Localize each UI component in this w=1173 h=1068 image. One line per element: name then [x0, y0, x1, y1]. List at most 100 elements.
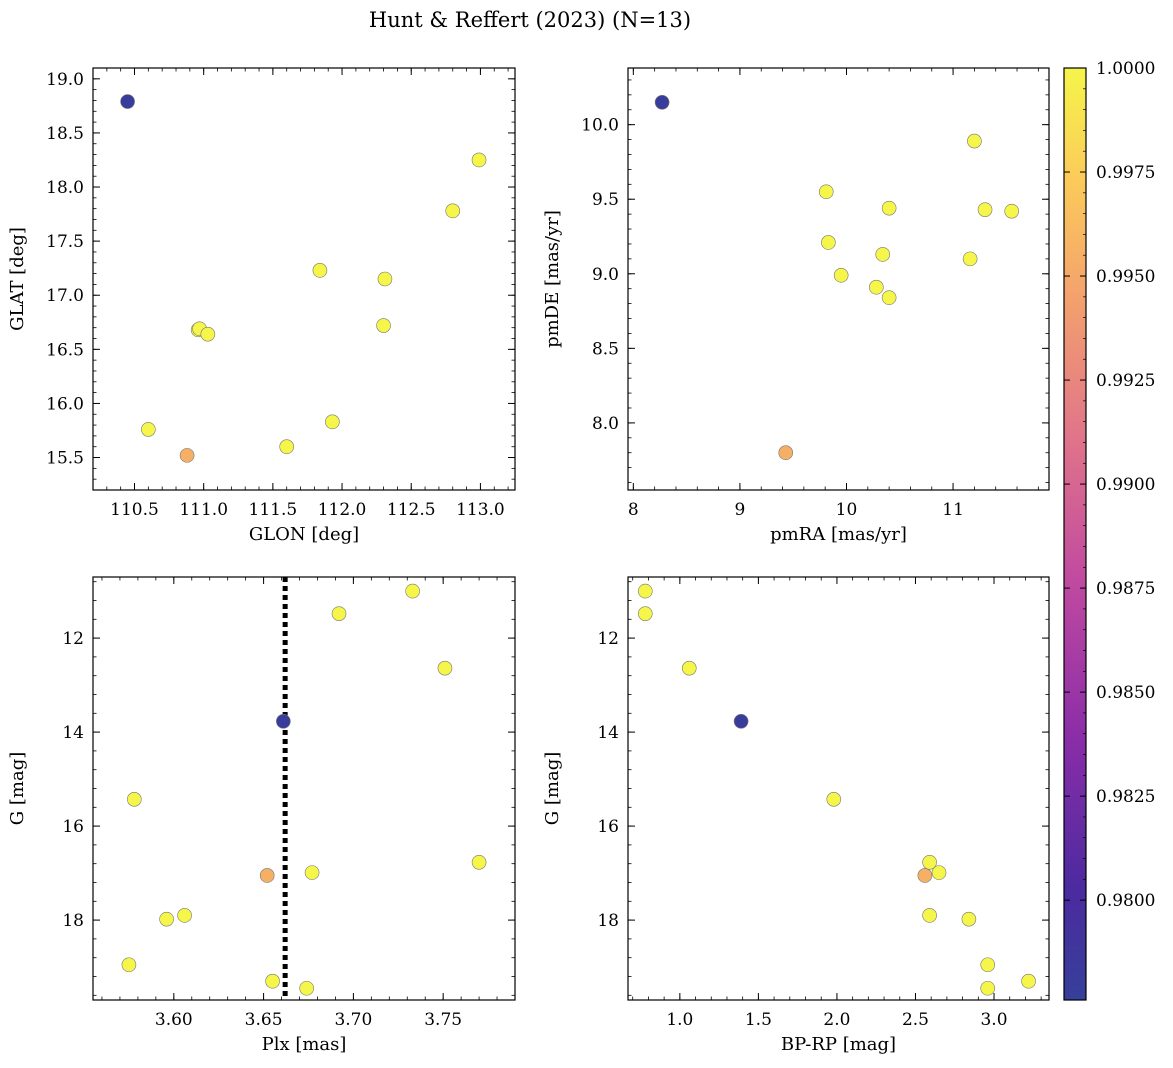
- data-point: [1021, 973, 1036, 989]
- y-tick-label: 14: [62, 723, 84, 743]
- y-tick-label: 17.0: [46, 286, 84, 306]
- data-point: [637, 606, 653, 621]
- x-axis-label: Plx [mas]: [262, 1034, 347, 1055]
- colorbar-gradient: [1063, 67, 1087, 1001]
- data-point: [177, 908, 192, 923]
- colorbar-tick-label: 0.9925: [1096, 371, 1155, 391]
- y-tick-label: 12: [597, 629, 619, 649]
- y-tick-label: 8.0: [592, 414, 619, 434]
- colorbar-tick-label: 0.9975: [1096, 163, 1155, 183]
- data-point: [962, 251, 978, 267]
- colorbar-tick-label: 0.9825: [1096, 787, 1155, 807]
- data-point: [120, 94, 135, 109]
- data-point: [818, 184, 834, 200]
- x-tick-label: 9: [734, 500, 745, 520]
- data-point: [681, 660, 697, 676]
- colorbar: 1.0000 0.9975 0.9950 0.9925 0.9900 0.9875 0.98…: [1063, 59, 1155, 1001]
- data-point: [961, 911, 977, 927]
- colorbar-tick-label: 0.9900: [1096, 475, 1155, 495]
- data-point: [200, 326, 216, 342]
- data-point: [1004, 203, 1019, 219]
- data-point: [881, 290, 897, 305]
- y-axis-label: GLAT [deg]: [7, 227, 28, 331]
- colorbar-tick-label: 0.9850: [1096, 683, 1155, 703]
- data-point: [931, 865, 947, 880]
- y-axis-label: G [mag]: [7, 752, 28, 825]
- data-point: [980, 957, 996, 973]
- panel-2: 8 9 10 11 8.0 8.5 9.0 9.5 10.0 pmRA [mas/yr] pmDE …: [542, 67, 1050, 545]
- x-tick-label: 8: [628, 500, 639, 520]
- x-tick-label: 3.60: [155, 1010, 193, 1030]
- y-tick-label: 16.0: [46, 394, 84, 414]
- data-point: [304, 865, 320, 880]
- data-point: [312, 263, 328, 278]
- data-point: [869, 279, 884, 295]
- x-tick-label: 3.75: [424, 1010, 462, 1030]
- data-point: [121, 957, 137, 973]
- data-point: [821, 235, 836, 250]
- data-point: [259, 868, 275, 883]
- x-tick-label: 1.0: [666, 1010, 693, 1030]
- data-point: [265, 973, 280, 989]
- y-tick-label: 16: [597, 817, 619, 837]
- y-tick-label: 10.0: [581, 116, 619, 136]
- x-axis-label: pmRA [mas/yr]: [770, 524, 907, 545]
- colorbar-tick-label: 0.9875: [1096, 579, 1155, 599]
- data-point: [276, 713, 291, 729]
- y-axis-label: pmDE [mas/yr]: [542, 210, 563, 348]
- axes-frame: [92, 576, 516, 1001]
- data-point: [159, 911, 174, 927]
- data-point: [127, 792, 142, 807]
- data-point: [733, 713, 749, 729]
- y-tick-label: 18.5: [46, 124, 84, 144]
- data-point: [881, 200, 897, 216]
- x-tick-label: 111.0: [179, 500, 228, 520]
- y-tick-label: 8.5: [592, 339, 619, 359]
- data-point: [471, 152, 487, 168]
- x-tick-label: 1.5: [745, 1010, 772, 1030]
- data-point: [376, 318, 391, 333]
- colorbar-tick-label: 1.0000: [1096, 59, 1155, 79]
- panel-3: 3.60 3.65 3.70 3.75 12 14 16 18 Plx [mas] G [mag]: [7, 576, 516, 1055]
- y-tick-label: 19.0: [46, 70, 84, 90]
- data-point: [331, 606, 347, 621]
- x-tick-label: 3.65: [245, 1010, 283, 1030]
- data-point: [405, 583, 420, 599]
- data-point: [437, 660, 453, 676]
- y-tick-label: 18: [597, 911, 619, 931]
- data-point: [279, 439, 295, 455]
- x-tick-label: 111.5: [249, 500, 298, 520]
- data-point: [833, 267, 849, 283]
- x-tick-label: 2.5: [902, 1010, 929, 1030]
- data-point: [778, 445, 794, 461]
- x-axis-label: BP-RP [mag]: [781, 1034, 896, 1055]
- y-tick-label: 14: [597, 723, 619, 743]
- y-tick-label: 16.5: [46, 340, 84, 360]
- colorbar-tick-label: 0.9800: [1096, 891, 1155, 911]
- data-point: [922, 908, 937, 923]
- data-point: [471, 854, 487, 870]
- y-tick-label: 12: [62, 629, 84, 649]
- axes-frame: [627, 67, 1050, 491]
- x-tick-label: 112.5: [387, 500, 436, 520]
- data-point: [917, 868, 933, 883]
- data-point: [977, 202, 993, 217]
- y-tick-label: 17.5: [46, 232, 84, 252]
- data-point: [325, 414, 340, 430]
- x-tick-label: 3.70: [334, 1010, 372, 1030]
- panel-1: 110.5 111.0 111.5 112.0 112.5 113.0 15.5 16.0 16…: [7, 67, 516, 545]
- y-axis-label: G [mag]: [542, 752, 563, 825]
- data-point: [980, 980, 996, 996]
- y-tick-label: 18.0: [46, 178, 84, 198]
- y-tick-label: 9.5: [592, 190, 619, 210]
- y-tick-label: 18: [62, 911, 84, 931]
- data-point: [637, 583, 653, 599]
- x-axis-label: GLON [deg]: [249, 524, 359, 545]
- y-tick-label: 16: [62, 817, 84, 837]
- data-point: [179, 448, 195, 463]
- x-tick-label: 113.0: [456, 500, 505, 520]
- axes-frame: [627, 576, 1050, 1001]
- data-point: [967, 133, 982, 149]
- data-point: [377, 271, 393, 287]
